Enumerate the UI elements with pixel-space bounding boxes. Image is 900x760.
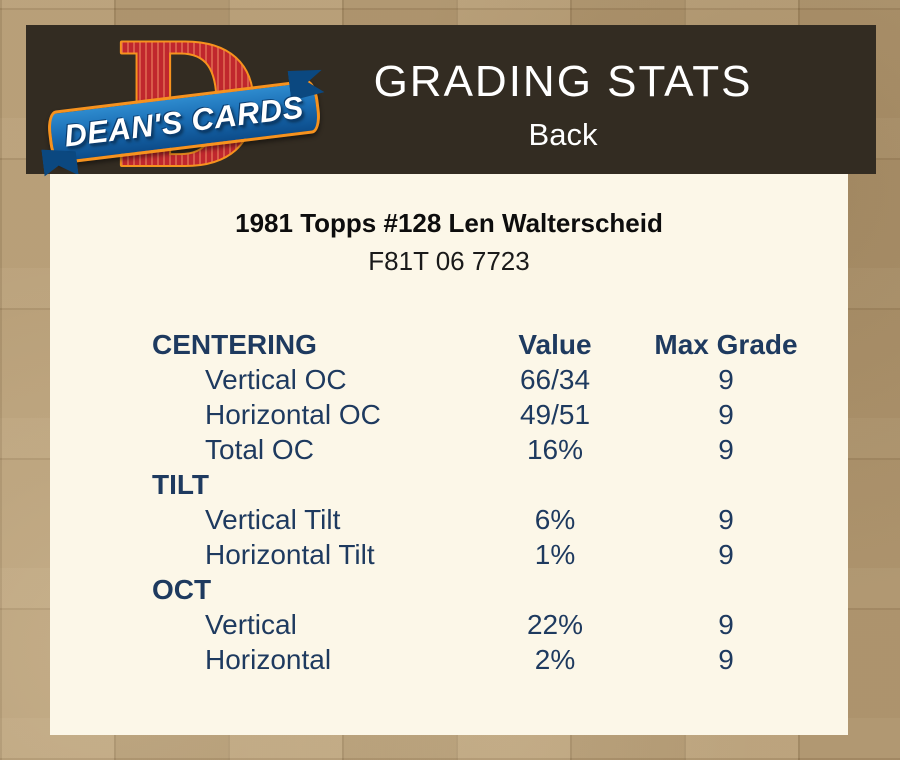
header-titles: GRADING STATS Back [374, 57, 753, 153]
section-header-tilt: TILT [152, 469, 210, 500]
row-oct-vertical-value: 22% [526, 609, 584, 640]
row-total-oc-label: Total OC [205, 434, 314, 465]
section-tilt-value-spacer [482, 467, 628, 502]
page-title: GRADING STATS [373, 57, 753, 106]
row-total-oc-value: 16% [526, 434, 584, 465]
card-title: 1981 Topps #128 Len Walterscheid [235, 208, 663, 238]
card-serial-number: F81T 06 7723 [368, 246, 530, 276]
row-vertical-oc-label: Vertical OC [205, 364, 347, 395]
row-horizontal-tilt-value: 1% [534, 539, 576, 570]
row-horizontal-oc-value: 49/51 [519, 399, 591, 430]
column-header-value: Value [518, 329, 592, 360]
row-vertical-tilt-value: 6% [534, 504, 576, 535]
row-horizontal-tilt-label: Horizontal Tilt [205, 539, 375, 570]
grading-stats-table: CENTERING Value Max Grade Vertical OC 66… [152, 327, 848, 677]
header-bar: D DEAN'S CARDS GRADING STATS Back [26, 5, 876, 207]
section-tilt-grade-spacer [628, 467, 824, 502]
row-horizontal-tilt-grade: 9 [718, 539, 734, 570]
page-subtitle-back: Back [528, 117, 598, 152]
section-oct-value-spacer [482, 572, 628, 607]
column-header-centering: CENTERING [152, 329, 317, 360]
section-header-oct: OCT [152, 574, 212, 605]
row-oct-vertical-grade: 9 [718, 609, 734, 640]
row-oct-horizontal-grade: 9 [718, 644, 734, 675]
row-total-oc-grade: 9 [718, 434, 734, 465]
section-oct-grade-spacer [628, 572, 824, 607]
row-horizontal-oc-grade: 9 [718, 399, 734, 430]
deans-cards-logo[interactable]: D DEAN'S CARDS [48, 5, 338, 207]
row-oct-horizontal-label: Horizontal [205, 644, 332, 675]
row-vertical-oc-grade: 9 [718, 364, 734, 395]
row-oct-vertical-label: Vertical [205, 609, 297, 640]
row-horizontal-oc-label: Horizontal OC [205, 399, 381, 430]
column-header-max-grade: Max Grade [654, 329, 798, 360]
row-vertical-oc-value: 66/34 [519, 364, 591, 395]
row-oct-horizontal-value: 2% [534, 644, 576, 675]
stats-panel: 1981 Topps #128 Len Walterscheid F81T 06… [50, 174, 848, 735]
row-vertical-tilt-label: Vertical Tilt [205, 504, 341, 535]
logo-banner-text: DEAN'S CARDS [62, 89, 306, 154]
row-vertical-tilt-grade: 9 [718, 504, 734, 535]
